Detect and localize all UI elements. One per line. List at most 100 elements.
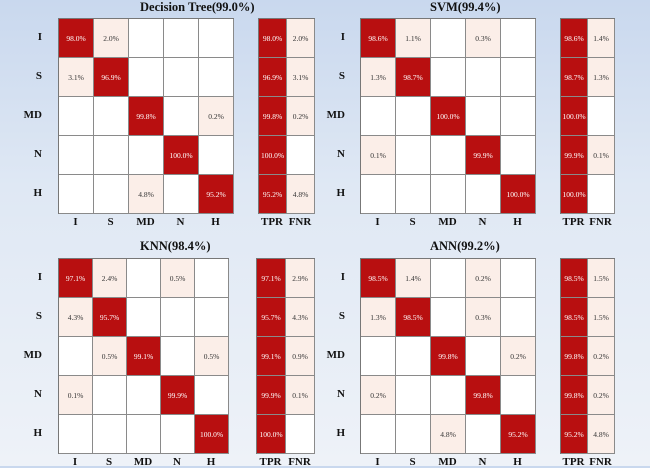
fnr-cell: 0.2% <box>287 97 315 136</box>
matrix-cell: 98.5% <box>396 298 431 337</box>
matrix-cell <box>164 19 199 58</box>
matrix-cell <box>466 337 501 376</box>
tpr-cell: 99.8% <box>259 97 287 136</box>
matrix-cell: 0.5% <box>161 259 195 298</box>
matrix-cell: 0.2% <box>501 337 536 376</box>
column-label: I <box>72 456 78 468</box>
tpr-label: TPR <box>261 216 283 228</box>
fnr-cell: 1.5% <box>588 259 615 298</box>
fnr-cell <box>287 136 315 175</box>
matrix-cell: 96.9% <box>94 58 129 97</box>
column-label: I <box>375 216 380 228</box>
confusion-matrix: 98.5% 1.4% 0.2% 1.3% 98.5% 0.3% 99.8% 0.2% 0.2% 9… <box>360 258 536 454</box>
matrix-cell <box>466 97 501 136</box>
fnr-cell: 4.8% <box>588 415 615 454</box>
rate-columns: 98.5% 1.5% 98.5% 1.5% 99.8% 0.2% 99.8% 0.2% 95.2… <box>560 258 615 454</box>
row-label: I <box>340 270 345 283</box>
matrix-cell <box>431 259 466 298</box>
row-label: N <box>337 147 345 160</box>
tpr-cell: 95.2% <box>561 415 588 454</box>
matrix-cell: 100.0% <box>195 415 229 454</box>
matrix-cell <box>199 58 234 97</box>
chart-title: SVM(99.4%) <box>430 0 501 14</box>
matrix-cell <box>94 97 129 136</box>
matrix-cell <box>501 58 536 97</box>
column-label: H <box>513 216 522 228</box>
matrix-cell <box>129 58 164 97</box>
confusion-matrix: 98.0% 2.0% 3.1% 96.9% 99.8% 0.2% 100.0% 4.8% 95.… <box>58 18 234 214</box>
tpr-cell: 99.9% <box>561 136 588 175</box>
column-label: H <box>211 216 220 228</box>
matrix-cell <box>127 415 161 454</box>
matrix-cell <box>93 376 127 415</box>
rate-columns: 97.1% 2.9% 95.7% 4.3% 99.1% 0.9% 99.9% 0.1% 100.… <box>256 258 315 454</box>
matrix-cell <box>431 19 466 58</box>
matrix-cell: 95.7% <box>93 298 127 337</box>
tpr-label: TPR <box>562 456 585 468</box>
matrix-cell <box>127 298 161 337</box>
matrix-cell: 1.1% <box>396 19 431 58</box>
column-label: I <box>375 456 380 468</box>
fnr-cell: 0.9% <box>286 337 315 376</box>
matrix-cell <box>501 376 536 415</box>
matrix-cell <box>501 136 536 175</box>
matrix-cell: 0.1% <box>361 136 396 175</box>
column-label: N <box>478 216 487 228</box>
matrix-cell <box>161 337 195 376</box>
fnr-cell: 3.1% <box>287 58 315 97</box>
matrix-cell <box>164 175 199 214</box>
matrix-cell: 99.8% <box>129 97 164 136</box>
matrix-cell <box>431 298 466 337</box>
column-label: MD <box>136 216 155 228</box>
tpr-cell: 100.0% <box>259 136 287 175</box>
matrix-cell <box>396 415 431 454</box>
fnr-cell: 2.0% <box>287 19 315 58</box>
row-label: MD <box>23 108 42 121</box>
fnr-cell: 0.1% <box>286 376 315 415</box>
column-label: I <box>73 216 78 228</box>
column-label: S <box>105 456 113 468</box>
tpr-cell: 99.1% <box>257 337 286 376</box>
row-label: MD <box>326 348 345 361</box>
tpr-cell: 98.6% <box>561 19 588 58</box>
tpr-cell: 95.2% <box>259 175 287 214</box>
matrix-cell: 99.9% <box>466 136 501 175</box>
row-label: MD <box>23 348 42 361</box>
matrix-cell <box>396 97 431 136</box>
matrix-cell: 99.9% <box>161 376 195 415</box>
matrix-cell <box>501 259 536 298</box>
tpr-cell: 95.7% <box>257 298 286 337</box>
matrix-cell: 2.0% <box>94 19 129 58</box>
matrix-cell: 98.7% <box>396 58 431 97</box>
fnr-cell: 1.3% <box>588 58 615 97</box>
matrix-cell <box>501 298 536 337</box>
matrix-cell <box>127 376 161 415</box>
matrix-cell <box>94 136 129 175</box>
column-label: N <box>173 456 181 468</box>
matrix-cell: 99.8% <box>431 337 466 376</box>
row-label: S <box>338 69 345 82</box>
matrix-cell <box>161 298 195 337</box>
matrix-cell: 100.0% <box>501 175 536 214</box>
column-label: S <box>409 456 416 468</box>
rate-columns: 98.0% 2.0% 96.9% 3.1% 99.8% 0.2% 100.0% 95.2% 4.… <box>258 18 315 214</box>
row-label: N <box>34 387 42 400</box>
row-label: MD <box>326 108 345 121</box>
matrix-cell: 4.8% <box>129 175 164 214</box>
matrix-cell <box>59 175 94 214</box>
matrix-cell <box>431 376 466 415</box>
tpr-cell: 100.0% <box>257 415 286 454</box>
fnr-cell: 4.3% <box>286 298 315 337</box>
matrix-cell <box>396 376 431 415</box>
matrix-cell: 95.2% <box>501 415 536 454</box>
tpr-cell: 99.8% <box>561 376 588 415</box>
fnr-label: FNR <box>589 456 612 468</box>
matrix-cell <box>199 136 234 175</box>
matrix-cell <box>164 97 199 136</box>
matrix-cell: 2.4% <box>93 259 127 298</box>
matrix-cell: 4.8% <box>431 415 466 454</box>
matrix-cell: 0.2% <box>466 259 501 298</box>
matrix-cell <box>466 58 501 97</box>
matrix-cell <box>431 136 466 175</box>
matrix-cell <box>127 259 161 298</box>
